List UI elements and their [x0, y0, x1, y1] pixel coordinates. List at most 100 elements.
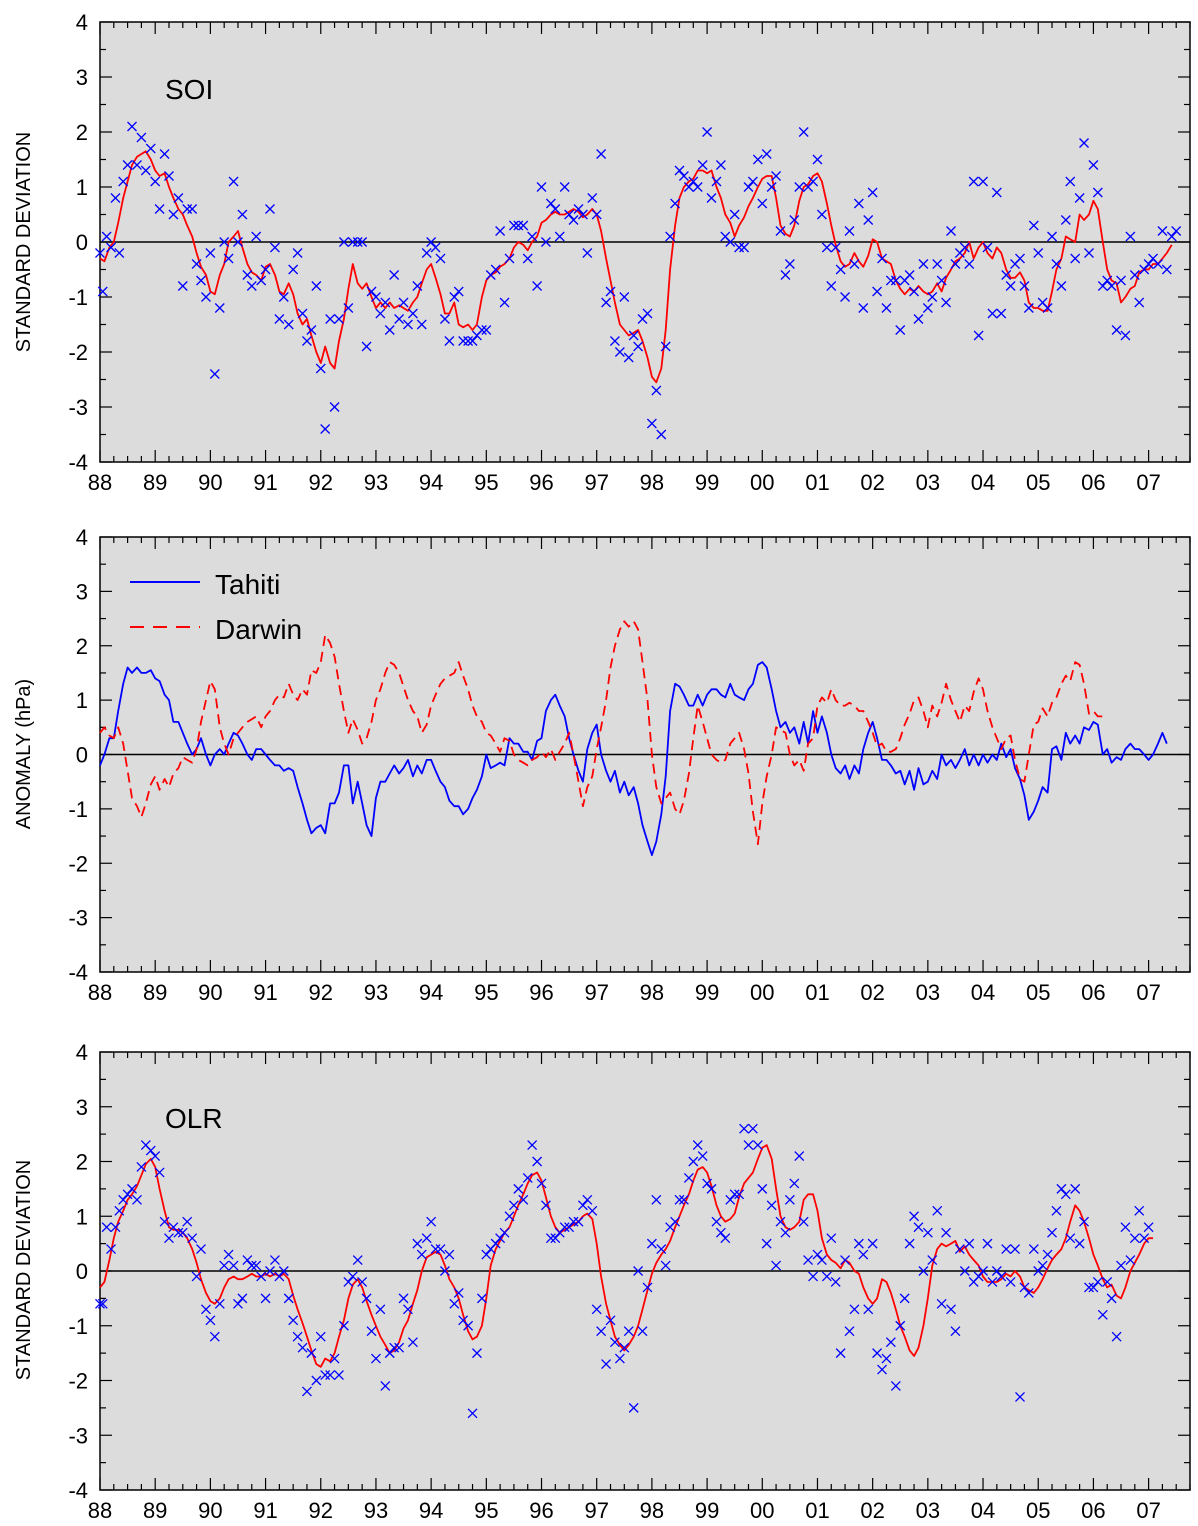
x-tick-label: 89	[143, 1498, 167, 1523]
data-point	[991, 1266, 1002, 1276]
data-point	[361, 341, 372, 352]
data-point	[256, 275, 267, 286]
data-point	[110, 1222, 121, 1233]
data-point	[812, 1249, 823, 1260]
data-point	[665, 231, 676, 242]
data-point	[265, 204, 275, 214]
data-point	[1161, 264, 1172, 275]
data-point	[168, 209, 179, 220]
data-point	[747, 1123, 758, 1134]
x-tick-label: 07	[1136, 470, 1160, 495]
data-point	[435, 253, 446, 264]
data-point	[660, 341, 671, 352]
x-tick-label: 02	[860, 470, 884, 495]
data-point	[725, 1194, 736, 1205]
data-point	[1166, 231, 1177, 242]
data-point	[389, 270, 400, 280]
data-point	[132, 160, 142, 170]
data-point	[619, 1342, 630, 1353]
data-point	[237, 209, 248, 220]
x-tick-label: 98	[640, 470, 664, 495]
data-point	[402, 1304, 413, 1315]
data-point	[471, 1348, 482, 1359]
data-point	[463, 1320, 474, 1331]
data-point	[444, 336, 455, 346]
data-point	[941, 1227, 952, 1238]
data-point	[490, 264, 501, 275]
x-tick-label: 96	[529, 980, 553, 1005]
data-point	[205, 248, 216, 258]
data-point	[1116, 1260, 1126, 1271]
x-tick-label: 90	[198, 470, 222, 495]
data-point	[325, 1370, 336, 1380]
data-marks	[99, 620, 1190, 856]
data-point	[380, 1381, 391, 1391]
x-tick-label: 05	[1026, 1498, 1050, 1523]
y-tick-label: -1	[68, 797, 88, 822]
data-point	[518, 1194, 529, 1205]
data-point	[881, 1353, 892, 1364]
data-point	[780, 1227, 791, 1238]
data-point	[895, 1320, 906, 1331]
data-point	[830, 242, 841, 253]
data-point	[577, 1200, 588, 1211]
y-tick-label: 0	[76, 230, 88, 255]
data-point	[375, 308, 386, 319]
panel-title: OLR	[165, 1103, 223, 1134]
y-tick-label: -2	[68, 851, 88, 876]
x-tick-label: 98	[640, 980, 664, 1005]
data-point	[757, 198, 768, 209]
data-point	[853, 1238, 864, 1249]
series-line	[99, 150, 1173, 384]
data-point	[1134, 1205, 1145, 1216]
y-tick-label: -3	[68, 395, 88, 420]
data-point	[136, 1162, 147, 1172]
data-point	[1056, 1183, 1067, 1194]
data-point	[1060, 215, 1071, 225]
data-marks	[95, 121, 1190, 440]
data-point	[278, 1266, 289, 1276]
data-point	[587, 193, 598, 203]
data-point	[646, 418, 657, 429]
data-point	[1084, 1282, 1094, 1293]
data-point	[187, 204, 198, 214]
data-point	[214, 303, 225, 313]
data-point	[292, 248, 303, 258]
data-point	[242, 1255, 253, 1266]
data-point	[734, 242, 745, 253]
data-point	[453, 1287, 464, 1298]
data-point	[821, 242, 832, 253]
data-point	[678, 171, 689, 181]
data-point	[946, 226, 956, 236]
data-point	[573, 1216, 584, 1227]
data-point	[784, 259, 795, 269]
data-point	[1074, 193, 1085, 203]
data-point	[715, 160, 726, 170]
x-tick-label: 90	[198, 1498, 222, 1523]
data-point	[246, 1260, 257, 1271]
y-tick-label: 2	[76, 634, 88, 659]
data-point	[1125, 1255, 1136, 1266]
data-point	[660, 1260, 671, 1271]
data-point	[964, 259, 975, 269]
x-tick-label: 94	[419, 1498, 443, 1523]
data-point	[559, 182, 570, 192]
data-point	[439, 314, 450, 324]
data-point	[936, 275, 947, 286]
data-point	[761, 1238, 772, 1249]
data-point	[559, 1222, 570, 1233]
data-point	[803, 1255, 814, 1266]
y-tick-label: -3	[68, 906, 88, 931]
x-tick-label: 92	[309, 470, 333, 495]
data-point	[311, 1375, 322, 1386]
data-point	[826, 281, 837, 291]
data-point	[347, 237, 358, 247]
x-tick-label: 03	[916, 1498, 940, 1523]
data-point	[278, 292, 289, 302]
data-point	[1088, 160, 1099, 170]
data-point	[357, 237, 368, 247]
data-point	[233, 237, 243, 247]
data-point	[609, 1337, 620, 1348]
data-point	[237, 1293, 248, 1304]
data-point	[467, 1408, 478, 1419]
